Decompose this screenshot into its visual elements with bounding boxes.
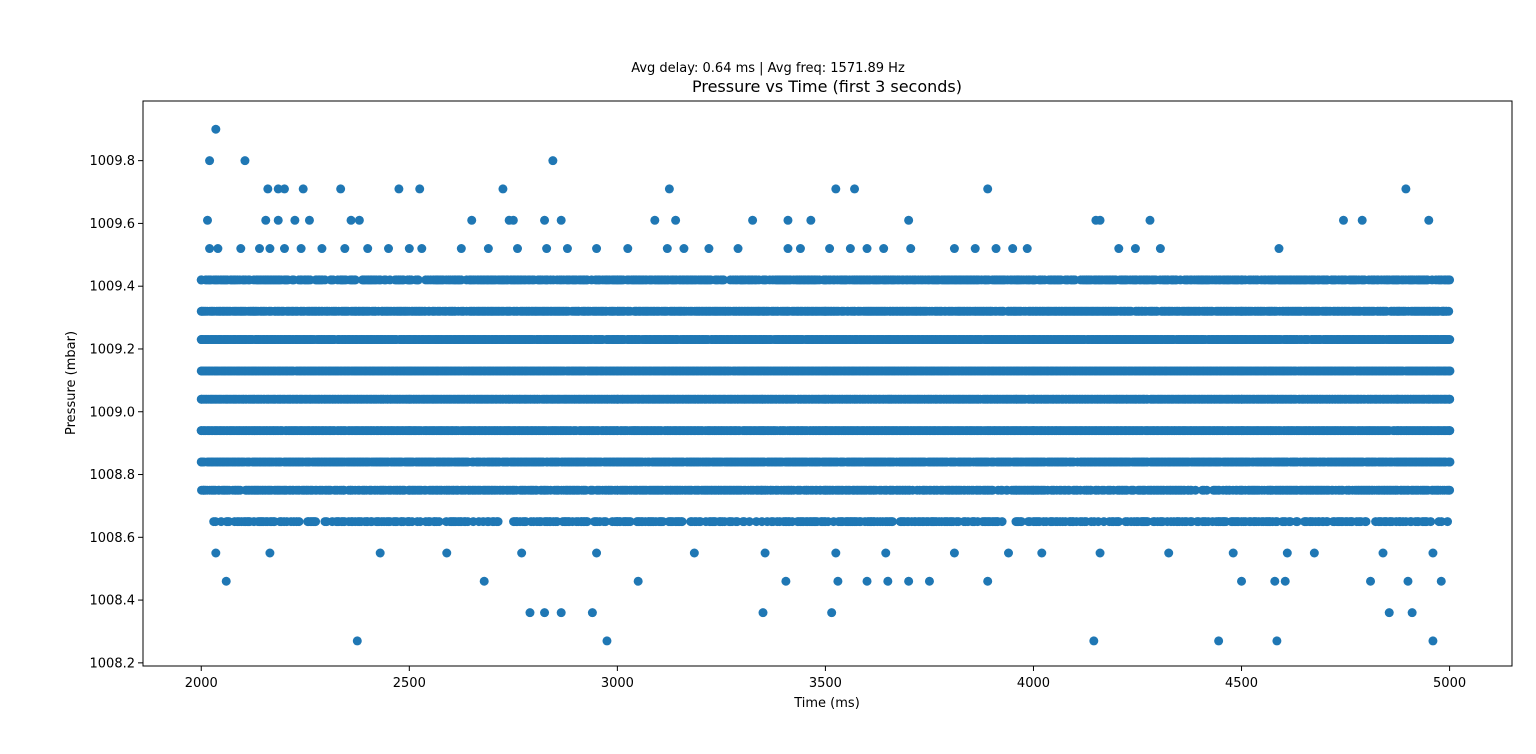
scatter-point xyxy=(1017,517,1027,527)
scatter-points xyxy=(196,124,1455,646)
scatter-point xyxy=(582,517,592,527)
scatter-point xyxy=(434,517,444,527)
scatter-point xyxy=(1292,517,1302,527)
scatter-point xyxy=(493,517,503,527)
scatter-point xyxy=(1114,517,1124,527)
scatter-point xyxy=(677,517,687,527)
scatter-point xyxy=(997,517,1007,527)
scatter-point xyxy=(311,517,321,527)
scatter-point xyxy=(601,517,611,527)
scatter-point xyxy=(744,517,754,527)
scatter-point xyxy=(1202,485,1212,495)
scatter-point xyxy=(1426,517,1436,527)
scatter-point xyxy=(294,517,304,527)
chart-suptitle: Avg delay: 0.64 ms | Avg freq: 1571.89 H… xyxy=(631,61,905,76)
scatter-point xyxy=(625,517,635,527)
scatter-point xyxy=(1361,517,1371,527)
chart-title: Pressure vs Time (first 3 seconds) xyxy=(692,77,962,96)
scatter-point xyxy=(887,517,897,527)
scatter-point xyxy=(1190,485,1200,495)
